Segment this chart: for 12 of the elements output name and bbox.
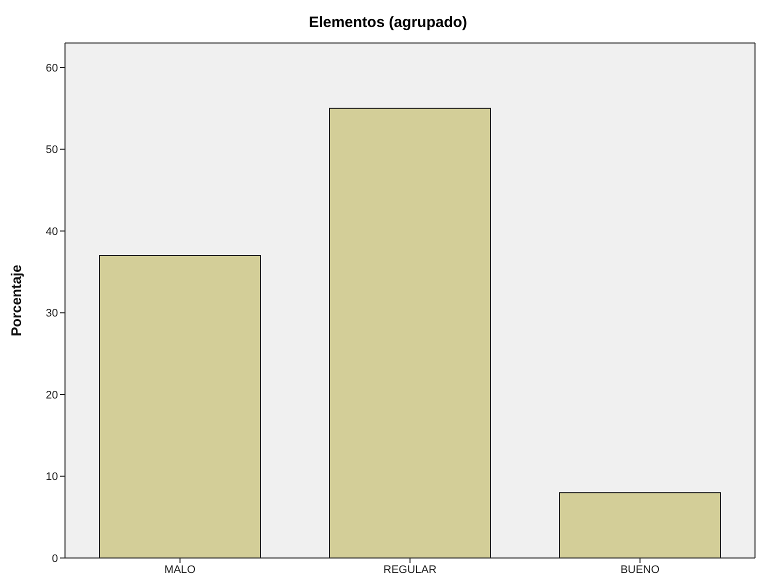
y-tick-label: 40 <box>46 226 58 238</box>
y-tick-label: 50 <box>46 144 58 156</box>
y-tick-label: 10 <box>46 471 58 484</box>
y-tick-label: 0 <box>52 552 58 565</box>
y-axis-title: Porcentaje <box>8 264 24 336</box>
x-tick-label: BUENO <box>620 564 660 576</box>
y-tick-label: 20 <box>46 389 58 402</box>
x-tick-label: REGULAR <box>383 564 437 576</box>
y-tick-label: 30 <box>46 308 58 320</box>
chart-title: Elementos (agrupado) <box>308 13 468 33</box>
y-tick-label: 60 <box>46 62 58 74</box>
x-tick-label: MALO <box>164 564 196 576</box>
